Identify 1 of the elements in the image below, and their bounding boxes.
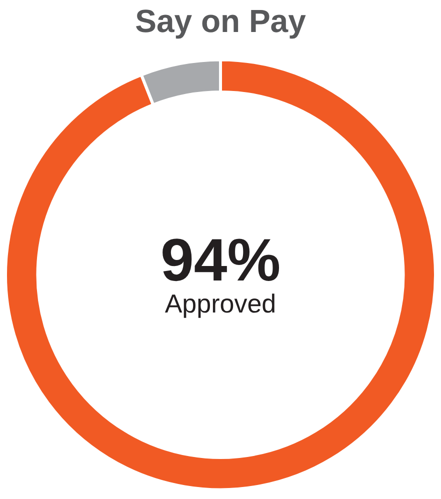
chart-title: Say on Pay [135,3,306,40]
